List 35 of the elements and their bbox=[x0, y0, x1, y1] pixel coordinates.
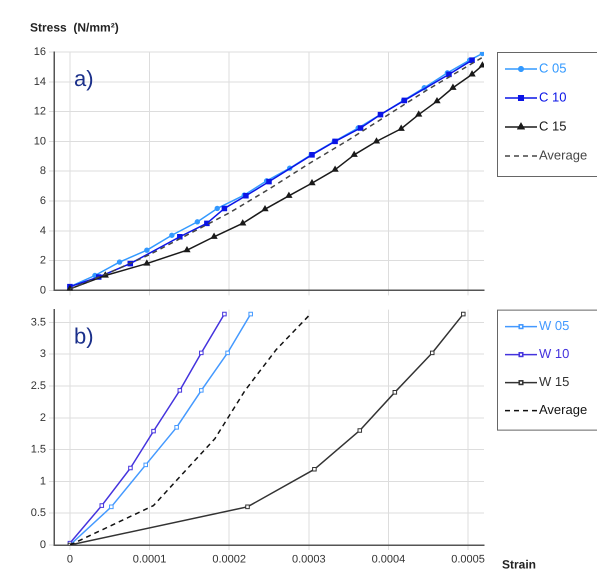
y-tick-label: 2 bbox=[40, 412, 46, 424]
x-tick-label: 0.0005 bbox=[451, 554, 485, 566]
y-tick-label: 3.5 bbox=[30, 316, 46, 328]
y-tick-label: 1 bbox=[40, 475, 46, 488]
y-tick-label: 10 bbox=[34, 135, 46, 148]
y-axis-title: Stress (N/mm²) bbox=[30, 20, 119, 34]
x-tick-label: 0.0002 bbox=[212, 554, 246, 566]
legend-label: W 15 bbox=[539, 374, 570, 390]
y-tick-label: 4 bbox=[40, 224, 46, 237]
annotation: b) bbox=[74, 324, 94, 349]
y-tick-label: 1.5 bbox=[30, 444, 46, 456]
legend-label: C 10 bbox=[539, 90, 566, 105]
legend-label: W 05 bbox=[539, 318, 570, 334]
y-tick-label: 0 bbox=[40, 284, 46, 296]
y-tick-label: 6 bbox=[40, 195, 46, 208]
y-tick-label: 14 bbox=[34, 76, 46, 88]
annotation: a) bbox=[74, 66, 94, 92]
x-axis-title: Strain bbox=[502, 557, 536, 572]
legend-label: Average bbox=[539, 402, 588, 418]
y-tick-label: 8 bbox=[40, 165, 46, 178]
legend-label: C 05 bbox=[539, 60, 566, 76]
legend-label: Average bbox=[539, 148, 588, 163]
y-tick-label: 2.5 bbox=[30, 380, 46, 392]
y-tick-label: 12 bbox=[34, 106, 46, 118]
x-tick-label: 0.0003 bbox=[292, 554, 326, 566]
y-tick-label: 0.5 bbox=[30, 507, 46, 520]
x-tick-label: 0.0004 bbox=[372, 554, 406, 566]
y-tick-label: 2 bbox=[40, 254, 46, 267]
x-tick-label: 0 bbox=[66, 554, 73, 566]
y-tick-label: 3 bbox=[40, 348, 46, 360]
y-tick-label: 16 bbox=[34, 46, 46, 58]
legend-label: W 10 bbox=[539, 346, 570, 362]
x-tick-label: 0.0001 bbox=[132, 554, 166, 566]
y-tick-label: 0 bbox=[40, 539, 46, 552]
legend-label: C 15 bbox=[539, 118, 566, 134]
